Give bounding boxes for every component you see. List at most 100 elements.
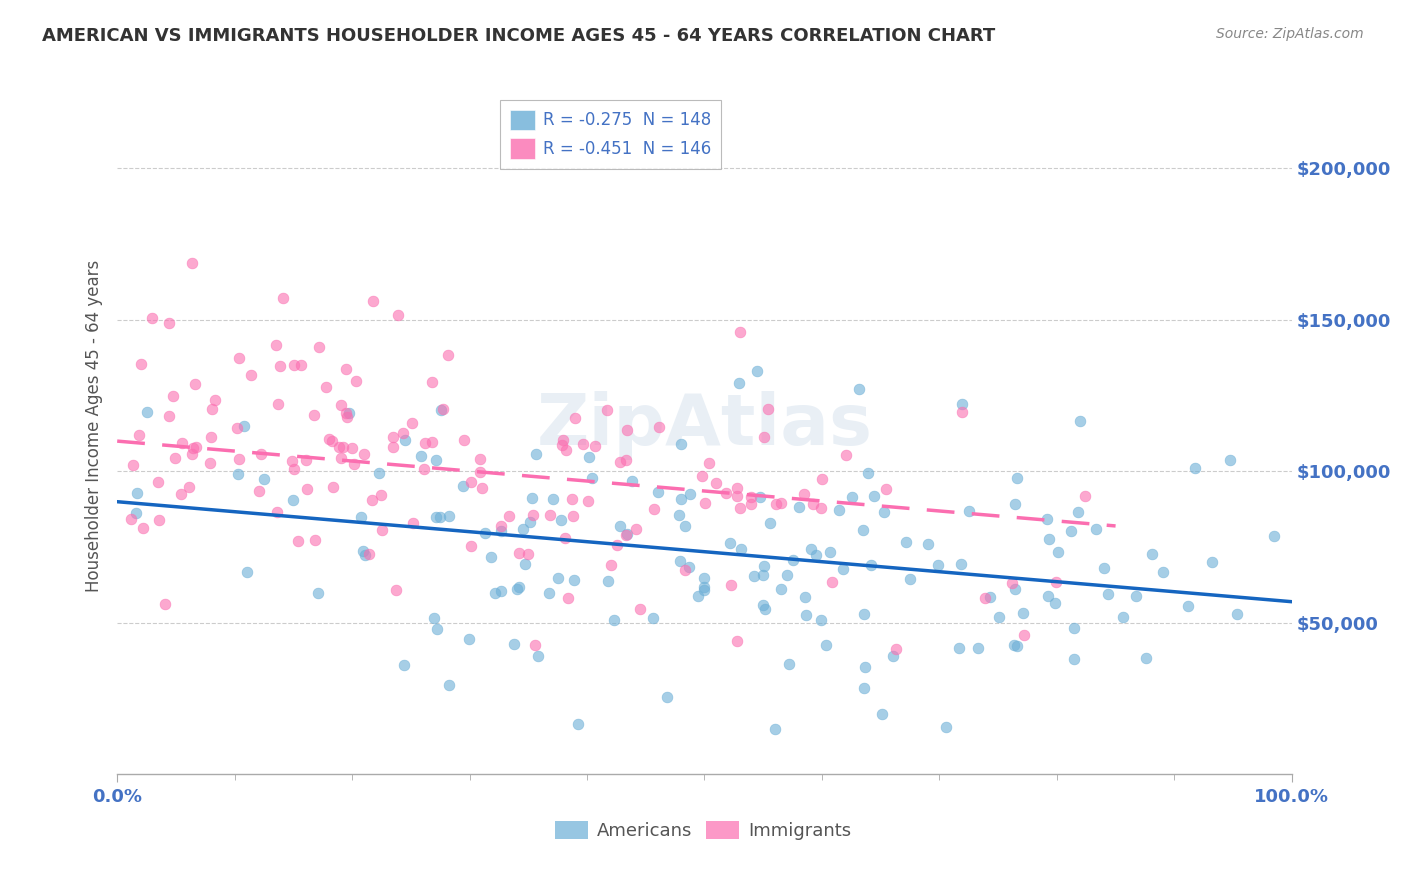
Point xyxy=(1012,628,1035,642)
Point xyxy=(420,375,443,389)
Point xyxy=(287,534,309,549)
Point xyxy=(882,648,904,663)
Point xyxy=(413,436,436,450)
Point xyxy=(283,358,305,372)
Point xyxy=(401,416,423,430)
Point xyxy=(648,419,671,434)
Point xyxy=(693,580,716,594)
Point xyxy=(516,547,538,561)
Point xyxy=(198,456,221,470)
Point xyxy=(181,255,204,269)
Point xyxy=(163,450,186,465)
Point xyxy=(128,428,150,442)
Point xyxy=(1177,599,1199,614)
Point xyxy=(508,546,530,560)
Point xyxy=(200,429,222,443)
Point xyxy=(609,518,631,533)
Point xyxy=(162,389,184,403)
Point xyxy=(810,501,832,516)
Point xyxy=(354,549,377,563)
Point xyxy=(290,358,312,372)
Point xyxy=(828,502,851,516)
Point xyxy=(394,657,416,672)
Point xyxy=(1097,587,1119,601)
Point xyxy=(673,563,696,577)
Point xyxy=(811,472,834,486)
Point xyxy=(520,491,543,505)
Point xyxy=(226,467,249,481)
Point xyxy=(728,376,751,391)
Point xyxy=(204,393,226,408)
Point xyxy=(655,690,678,705)
Point xyxy=(228,452,250,467)
Point xyxy=(382,440,405,454)
Point xyxy=(538,508,561,522)
Point xyxy=(508,580,530,594)
Point xyxy=(668,508,690,522)
Point xyxy=(831,562,853,576)
Point xyxy=(129,358,152,372)
Point xyxy=(614,528,637,542)
Point xyxy=(425,510,447,524)
Point xyxy=(927,558,949,573)
Point xyxy=(810,613,832,627)
Point xyxy=(370,488,392,502)
Point xyxy=(1184,460,1206,475)
Point xyxy=(352,544,374,558)
Point xyxy=(1004,497,1026,511)
Point xyxy=(1112,610,1135,624)
Point xyxy=(458,632,481,646)
Point xyxy=(935,720,957,734)
Point xyxy=(240,368,263,383)
Point xyxy=(468,465,491,479)
Point xyxy=(1060,524,1083,538)
Point xyxy=(949,557,972,571)
Point xyxy=(673,519,696,533)
Point xyxy=(853,681,876,696)
Point xyxy=(1069,414,1091,428)
Point xyxy=(815,638,838,652)
Point xyxy=(778,657,800,672)
Point xyxy=(180,447,202,461)
Point xyxy=(578,450,600,465)
Point xyxy=(853,660,876,674)
Point xyxy=(330,398,353,412)
Point xyxy=(302,408,325,422)
Point xyxy=(1063,621,1085,635)
Point xyxy=(581,471,603,485)
Point xyxy=(550,513,572,527)
Point xyxy=(800,541,823,556)
Point xyxy=(267,397,290,411)
Point xyxy=(950,405,973,419)
Point xyxy=(599,558,621,572)
Point xyxy=(551,438,574,452)
Point xyxy=(624,523,647,537)
Text: ZipAtlas: ZipAtlas xyxy=(537,392,873,460)
Point xyxy=(1140,547,1163,561)
Point xyxy=(678,560,700,574)
Point xyxy=(606,538,628,552)
Point xyxy=(125,485,148,500)
Point xyxy=(561,508,583,523)
Point xyxy=(787,500,810,514)
Point xyxy=(1038,590,1060,604)
Point xyxy=(693,571,716,585)
Point xyxy=(498,508,520,523)
Point xyxy=(170,486,193,500)
Point xyxy=(228,351,250,366)
Point xyxy=(250,447,273,461)
Point xyxy=(948,641,970,656)
Point xyxy=(524,638,547,652)
Point xyxy=(873,505,896,519)
Point xyxy=(669,491,692,506)
Legend: R = -0.275  N = 148, R = -0.451  N = 146: R = -0.275 N = 148, R = -0.451 N = 146 xyxy=(499,100,721,169)
Point xyxy=(740,497,762,511)
Point xyxy=(336,410,359,425)
Point xyxy=(170,436,193,450)
Point xyxy=(269,359,291,373)
Point xyxy=(1005,470,1028,484)
Point xyxy=(870,706,893,721)
Point xyxy=(460,539,482,553)
Point xyxy=(359,547,381,561)
Point xyxy=(748,490,770,504)
